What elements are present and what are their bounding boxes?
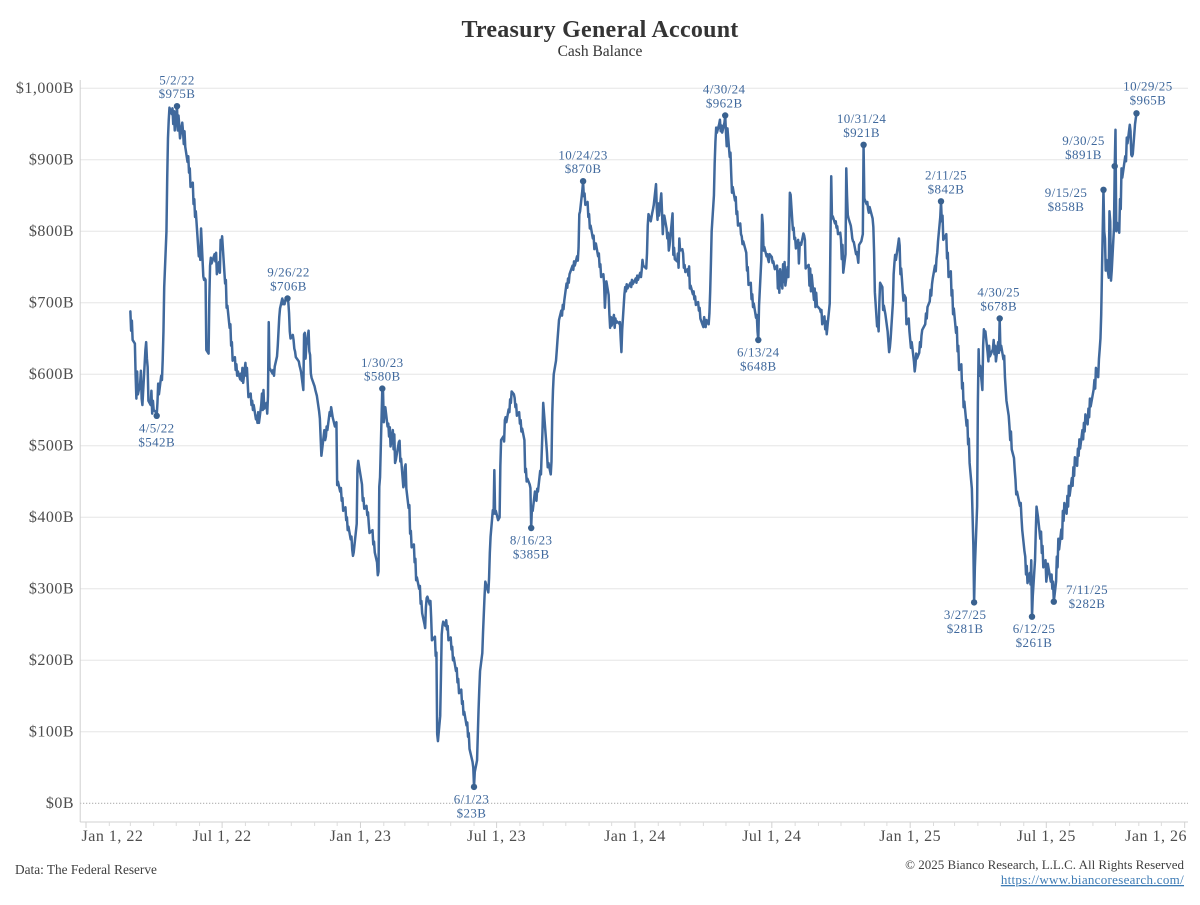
svg-text:$870B: $870B bbox=[565, 161, 602, 176]
svg-text:$542B: $542B bbox=[138, 434, 175, 449]
svg-text:$385B: $385B bbox=[513, 547, 550, 562]
svg-text:6/13/24: 6/13/24 bbox=[737, 345, 780, 360]
svg-text:$100B: $100B bbox=[29, 723, 74, 740]
svg-text:$842B: $842B bbox=[928, 181, 965, 196]
svg-text:Jan 1, 26: Jan 1, 26 bbox=[1125, 828, 1187, 845]
svg-text:Jul 1, 25: Jul 1, 25 bbox=[1017, 828, 1076, 845]
svg-text:$0B: $0B bbox=[46, 795, 74, 812]
svg-text:4/5/22: 4/5/22 bbox=[139, 420, 175, 435]
svg-text:$500B: $500B bbox=[29, 437, 74, 454]
svg-text:Jan 1, 23: Jan 1, 23 bbox=[330, 828, 392, 845]
svg-text:10/24/23: 10/24/23 bbox=[558, 147, 607, 162]
svg-text:1/30/23: 1/30/23 bbox=[361, 355, 404, 370]
svg-text:$300B: $300B bbox=[29, 580, 74, 597]
svg-text:$400B: $400B bbox=[29, 509, 74, 526]
svg-text:8/16/23: 8/16/23 bbox=[510, 533, 553, 548]
svg-text:10/29/25: 10/29/25 bbox=[1123, 79, 1172, 94]
svg-text:Jul 1, 24: Jul 1, 24 bbox=[742, 828, 801, 845]
svg-text:$580B: $580B bbox=[364, 369, 401, 384]
svg-text:2/11/25: 2/11/25 bbox=[925, 168, 967, 183]
svg-text:Treasury General Account: Treasury General Account bbox=[461, 17, 738, 43]
svg-text:Jan 1, 24: Jan 1, 24 bbox=[604, 828, 666, 845]
svg-text:Cash Balance: Cash Balance bbox=[558, 43, 643, 60]
svg-text:$962B: $962B bbox=[706, 96, 743, 111]
svg-text:5/2/22: 5/2/22 bbox=[159, 72, 195, 87]
svg-text:3/27/25: 3/27/25 bbox=[944, 607, 987, 622]
svg-text:$700B: $700B bbox=[29, 294, 74, 311]
svg-text:Data: The Federal Reserve: Data: The Federal Reserve bbox=[15, 862, 157, 877]
svg-text:$706B: $706B bbox=[270, 279, 307, 294]
svg-text:$23B: $23B bbox=[457, 805, 487, 820]
svg-text:9/30/25: 9/30/25 bbox=[1062, 133, 1105, 148]
svg-text:9/15/25: 9/15/25 bbox=[1045, 185, 1088, 200]
svg-text:https://www.biancoresearch.com: https://www.biancoresearch.com/ bbox=[1001, 872, 1184, 887]
svg-text:© 2025 Bianco Research, L.L.C.: © 2025 Bianco Research, L.L.C. All Right… bbox=[905, 857, 1184, 872]
svg-text:6/12/25: 6/12/25 bbox=[1013, 621, 1056, 636]
svg-text:Jan 1, 25: Jan 1, 25 bbox=[879, 828, 941, 845]
svg-text:$200B: $200B bbox=[29, 652, 74, 669]
svg-text:Jul 1, 22: Jul 1, 22 bbox=[193, 828, 252, 845]
svg-text:$261B: $261B bbox=[1016, 635, 1053, 650]
svg-text:$975B: $975B bbox=[159, 86, 196, 101]
svg-text:$921B: $921B bbox=[843, 125, 880, 140]
svg-text:$900B: $900B bbox=[29, 151, 74, 168]
svg-text:6/1/23: 6/1/23 bbox=[454, 791, 490, 806]
svg-text:$678B: $678B bbox=[980, 299, 1017, 314]
svg-text:$858B: $858B bbox=[1048, 199, 1085, 214]
svg-text:$965B: $965B bbox=[1130, 92, 1167, 107]
svg-text:$648B: $648B bbox=[740, 359, 777, 374]
svg-text:$800B: $800B bbox=[29, 223, 74, 240]
svg-text:$600B: $600B bbox=[29, 366, 74, 383]
svg-text:9/26/22: 9/26/22 bbox=[267, 265, 310, 280]
svg-text:Jul 1, 23: Jul 1, 23 bbox=[467, 828, 526, 845]
svg-text:7/11/25: 7/11/25 bbox=[1066, 582, 1108, 597]
svg-text:Jan 1, 22: Jan 1, 22 bbox=[82, 828, 144, 845]
svg-text:$281B: $281B bbox=[947, 621, 984, 636]
svg-text:10/31/24: 10/31/24 bbox=[837, 111, 887, 126]
svg-text:4/30/24: 4/30/24 bbox=[703, 82, 746, 97]
svg-text:$282B: $282B bbox=[1069, 596, 1106, 611]
svg-text:4/30/25: 4/30/25 bbox=[977, 285, 1020, 300]
svg-text:$1,000B: $1,000B bbox=[16, 80, 74, 97]
svg-text:$891B: $891B bbox=[1065, 147, 1102, 162]
